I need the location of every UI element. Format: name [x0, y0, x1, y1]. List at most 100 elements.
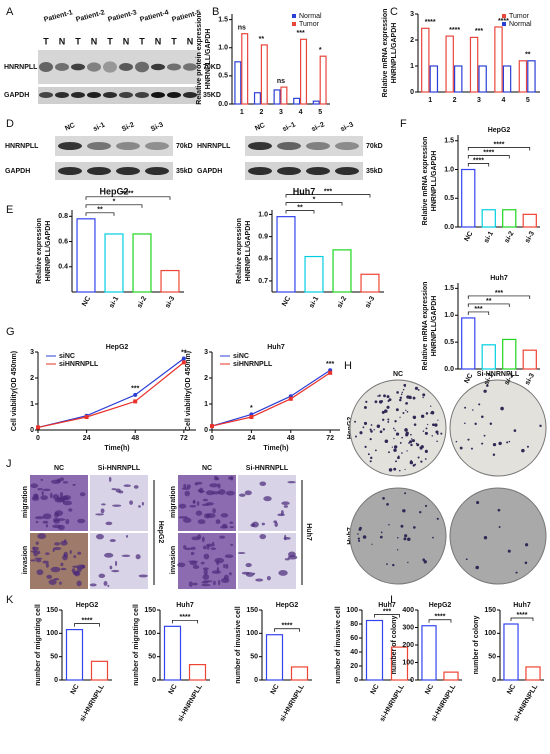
size-label: 35kD [366, 168, 383, 175]
panel-letter: G [6, 326, 15, 338]
culture-dish [449, 487, 547, 585]
patient-label: Patient-2 [75, 9, 105, 23]
cell-stain [182, 517, 192, 523]
panel-letter: B [212, 6, 219, 18]
x-axis-label: Time(h) [104, 445, 129, 452]
cell-stain [220, 577, 230, 583]
x-tick-label: NC [463, 230, 474, 242]
colony [467, 438, 470, 441]
x-tick-label: 0 [36, 435, 40, 442]
colony [515, 571, 518, 574]
significance-bracket [510, 617, 534, 621]
cell-stain [255, 578, 264, 582]
colony [383, 409, 388, 413]
cell-stain [205, 502, 214, 506]
colony [370, 456, 373, 460]
lane-label: si-1 [92, 122, 106, 133]
cell-stain [111, 569, 120, 573]
cell-stain [37, 550, 41, 555]
cell-stain [259, 481, 267, 487]
colony [483, 389, 487, 393]
colony [407, 537, 411, 541]
y-tick-label: 0.8 [58, 213, 68, 220]
cell-stain [183, 545, 187, 550]
lane-label: Si-3 [150, 121, 165, 133]
colony [400, 393, 403, 396]
significance-label: *** [297, 30, 305, 37]
cell-stain [200, 561, 205, 565]
y-tick-label: 150 [46, 607, 58, 614]
lane-label: N [187, 36, 194, 46]
blot-band [306, 167, 330, 175]
colony [386, 395, 390, 399]
cell-stain [108, 476, 112, 482]
colony [476, 501, 480, 505]
cell-stain [59, 491, 64, 498]
legend-label: siHNRNPLL [59, 361, 99, 368]
lane-label: N [155, 36, 162, 46]
blot-band [116, 167, 140, 175]
cell-stain [54, 497, 64, 503]
colony [394, 429, 396, 432]
y-axis-label: Relative mRNA expression [422, 282, 429, 371]
cell-stain [32, 493, 39, 500]
blot-band [151, 92, 165, 98]
marker [249, 415, 254, 419]
panel-letter: J [6, 458, 12, 470]
colony [397, 455, 400, 458]
blot-band [55, 92, 69, 98]
bar [502, 209, 517, 228]
colony [370, 430, 373, 433]
colony [422, 396, 424, 399]
x-tick-label: si-HNRNPLL [79, 683, 106, 723]
cell-stain [266, 575, 271, 581]
colony [425, 427, 428, 430]
y-tick-label: 0.7 [258, 278, 268, 285]
cell-stain [217, 483, 221, 489]
blot-band [183, 92, 197, 98]
cell-stain [42, 520, 49, 524]
significance-label: * [250, 405, 253, 412]
cell-stain [263, 496, 272, 502]
cell-stain [37, 533, 47, 540]
significance-label: * [319, 47, 322, 54]
colony [455, 440, 458, 443]
cell-stain [49, 492, 53, 499]
lane-label: si–3 [339, 121, 354, 133]
significance-bracket [285, 210, 315, 214]
colony [404, 468, 406, 471]
cell-stain [41, 491, 44, 496]
lane-label: N [59, 36, 66, 46]
x-tick-label: 4 [501, 97, 505, 104]
lane-label: Si-2 [121, 121, 136, 133]
cell-stain [177, 562, 186, 568]
cell-stain [100, 508, 105, 514]
bar [234, 61, 242, 105]
bar [241, 33, 249, 105]
colony [436, 440, 438, 443]
cell-stain [35, 520, 39, 524]
bar [300, 38, 308, 105]
cell-stain [42, 488, 51, 492]
lane-label: si–2 [310, 121, 325, 133]
cell-stain [218, 579, 221, 586]
blot-band [248, 167, 272, 175]
x-tick-label: 1 [240, 109, 244, 116]
colony [413, 423, 417, 426]
significance-label: **** [180, 614, 191, 621]
bar [365, 619, 384, 681]
cell-label: HepG2 [99, 186, 128, 196]
micrograph [90, 475, 148, 531]
colony [404, 534, 408, 538]
colony [403, 537, 407, 541]
blot-band [103, 61, 117, 73]
bar [502, 338, 517, 370]
colony [470, 447, 473, 450]
size-label: 70kD [176, 143, 193, 150]
blot-band [55, 63, 69, 71]
cell-stain [141, 501, 145, 506]
significance-label: ns [238, 25, 246, 32]
bar [319, 55, 327, 105]
cell-stain [251, 521, 259, 528]
